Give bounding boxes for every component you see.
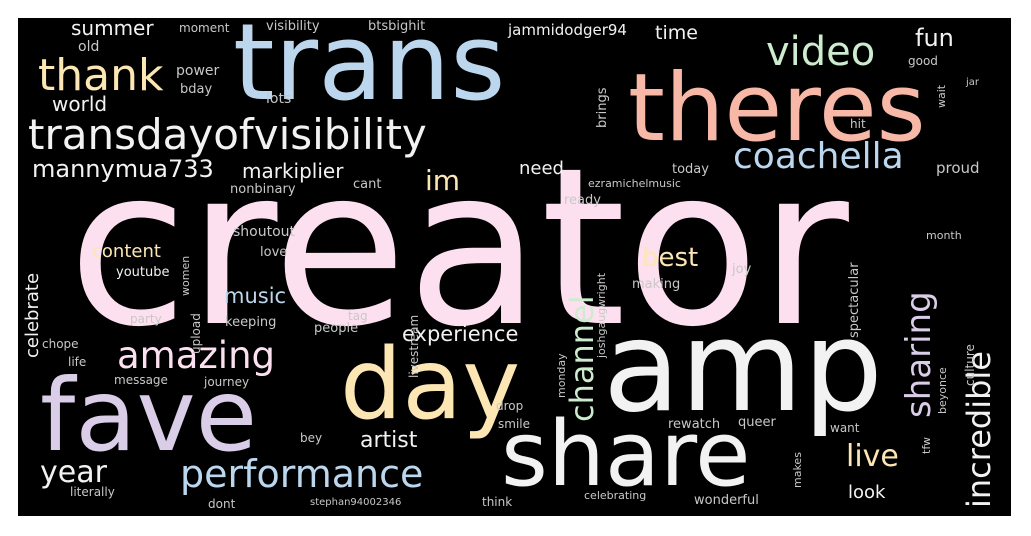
word: want: [830, 421, 860, 435]
word: nonbinary: [230, 182, 296, 197]
word: fun: [915, 24, 954, 52]
word: chope: [42, 337, 79, 351]
word: monday: [555, 353, 568, 398]
word: day: [340, 328, 521, 442]
word: summer: [71, 18, 154, 40]
word: message: [114, 373, 168, 387]
word: bday: [180, 82, 213, 97]
word: queer: [738, 415, 776, 430]
word: cant: [353, 177, 382, 192]
word: sharing: [899, 291, 939, 418]
word: channel: [563, 295, 601, 422]
word: old: [78, 39, 100, 55]
word: hit: [850, 117, 866, 131]
word: look: [848, 482, 886, 503]
word: share: [501, 402, 751, 507]
word: month: [926, 229, 962, 242]
word: visibility: [266, 19, 320, 34]
word: music: [224, 284, 287, 308]
word: joy: [732, 262, 752, 277]
word: amp: [603, 293, 883, 440]
word: life: [68, 355, 87, 369]
word: experience: [402, 322, 519, 346]
word: women: [179, 255, 192, 296]
word: spectacular: [847, 262, 862, 338]
word: brings: [595, 87, 610, 128]
word: thank: [38, 50, 164, 101]
word: love: [260, 245, 288, 260]
word: transdayofvisibility: [28, 110, 427, 159]
word: literally: [70, 485, 115, 499]
word: bey: [300, 431, 323, 445]
word: btsbighit: [368, 19, 426, 34]
word: im: [425, 164, 461, 197]
word: celebrate: [22, 272, 43, 358]
word: ready: [564, 193, 601, 208]
word: live: [846, 439, 899, 474]
word: drop: [496, 399, 524, 413]
word: performance: [180, 452, 424, 496]
word: fave: [40, 357, 258, 474]
word: smile: [498, 417, 530, 431]
word: video: [766, 29, 876, 75]
word: content: [92, 241, 161, 262]
word: ezramichelmusic: [588, 177, 681, 190]
word: world: [52, 92, 108, 116]
word: markiplier: [242, 159, 344, 183]
word: today: [672, 162, 709, 177]
word: moment: [179, 21, 230, 35]
word: theres: [628, 54, 926, 163]
word: lots: [266, 91, 292, 107]
word: celebrating: [584, 489, 647, 502]
word: amazing: [117, 334, 276, 377]
word: stephan94002346: [310, 497, 402, 508]
word: youtube: [116, 265, 170, 280]
word: artist: [360, 428, 418, 453]
word: power: [176, 63, 220, 79]
word: culture: [963, 344, 977, 386]
word: keeping: [225, 315, 277, 330]
word: wonderful: [694, 493, 759, 508]
word: making: [632, 277, 681, 292]
word: joshgaugwright: [595, 272, 608, 358]
word: people: [314, 321, 359, 336]
word: upload: [189, 313, 203, 354]
word: creator: [68, 122, 849, 375]
word-cloud: creator trans theres amp day fave share …: [18, 18, 1011, 516]
word: year: [40, 455, 107, 490]
word: journey: [204, 375, 250, 389]
word: rewatch: [668, 417, 721, 432]
word: livestream: [407, 314, 421, 378]
word: tfw: [920, 437, 933, 454]
word: jammidodger94: [508, 21, 627, 39]
word: proud: [936, 159, 980, 177]
word: time: [655, 22, 698, 44]
word: makes: [791, 452, 804, 488]
word: tag: [348, 309, 368, 323]
word: party: [130, 312, 162, 326]
word: trans: [233, 18, 506, 124]
word: wait: [935, 84, 948, 108]
word: shoutout: [233, 224, 296, 240]
word: dont: [208, 497, 236, 511]
word: coachella: [733, 136, 904, 177]
word: think: [482, 495, 513, 509]
word: good: [908, 54, 938, 68]
word: best: [642, 243, 699, 273]
word: mannymua733: [32, 155, 214, 183]
word: jar: [966, 77, 980, 88]
word: beyonce: [936, 367, 949, 414]
word: need: [519, 158, 564, 179]
